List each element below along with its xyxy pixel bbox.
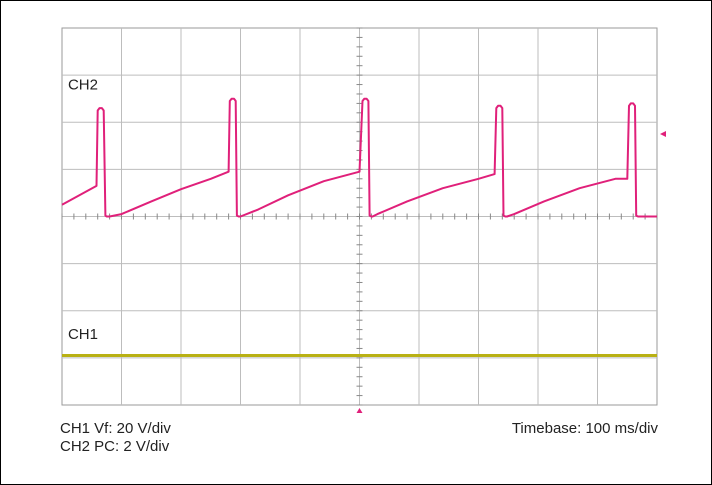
ch1-label: CH1 [68, 326, 98, 343]
timebase-caption: Timebase: 100 ms/div [511, 420, 658, 437]
ch1-scale-caption: CH1 Vf: 20 V/div [60, 420, 171, 437]
channel-labels: CH2 CH1 [68, 76, 98, 343]
trigger-level-marker [660, 131, 666, 138]
markers [356, 131, 666, 413]
traces [61, 97, 657, 357]
ch2-trace [61, 97, 657, 218]
ch2-label: CH2 [68, 76, 98, 93]
trigger-time-marker [356, 408, 363, 413]
plot-grid [61, 27, 658, 406]
ch2-scale-caption: CH2 PC: 2 V/div [60, 438, 170, 455]
